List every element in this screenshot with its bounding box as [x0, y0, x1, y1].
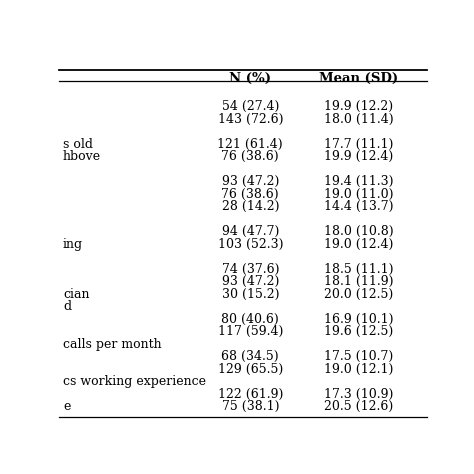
Text: 68 (34.5): 68 (34.5): [221, 350, 279, 363]
Text: 94 (47.7): 94 (47.7): [221, 225, 279, 238]
Text: 75 (38.1): 75 (38.1): [221, 400, 279, 413]
Text: 18.1 (11.9): 18.1 (11.9): [324, 275, 393, 288]
Text: 16.9 (10.1): 16.9 (10.1): [324, 313, 393, 326]
Text: 28 (14.2): 28 (14.2): [221, 201, 279, 213]
Text: e: e: [63, 400, 70, 413]
Text: 93 (47.2): 93 (47.2): [221, 175, 279, 188]
Text: cs working experience: cs working experience: [63, 375, 206, 388]
Text: 20.0 (12.5): 20.0 (12.5): [324, 288, 393, 301]
Text: d: d: [63, 301, 71, 313]
Text: 17.3 (10.9): 17.3 (10.9): [324, 388, 393, 401]
Text: 17.5 (10.7): 17.5 (10.7): [324, 350, 393, 363]
Text: cian: cian: [63, 288, 90, 301]
Text: 93 (47.2): 93 (47.2): [221, 275, 279, 288]
Text: 19.9 (12.4): 19.9 (12.4): [324, 150, 393, 164]
Text: s old: s old: [63, 138, 93, 151]
Text: 122 (61.9): 122 (61.9): [218, 388, 283, 401]
Text: 19.6 (12.5): 19.6 (12.5): [324, 325, 393, 338]
Text: ing: ing: [63, 238, 83, 251]
Text: Mean (SD): Mean (SD): [319, 72, 398, 84]
Text: 18.0 (11.4): 18.0 (11.4): [324, 113, 393, 126]
Text: 80 (40.6): 80 (40.6): [221, 313, 279, 326]
Text: 143 (72.6): 143 (72.6): [218, 113, 283, 126]
Text: 121 (61.4): 121 (61.4): [218, 138, 283, 151]
Text: calls per month: calls per month: [63, 338, 162, 351]
Text: 19.0 (11.0): 19.0 (11.0): [324, 188, 393, 201]
Text: 54 (27.4): 54 (27.4): [221, 100, 279, 113]
Text: 19.4 (11.3): 19.4 (11.3): [324, 175, 393, 188]
Text: 14.4 (13.7): 14.4 (13.7): [324, 201, 393, 213]
Text: hbove: hbove: [63, 150, 101, 164]
Text: 20.5 (12.6): 20.5 (12.6): [324, 400, 393, 413]
Text: 76 (38.6): 76 (38.6): [221, 188, 279, 201]
Text: 18.5 (11.1): 18.5 (11.1): [324, 263, 393, 276]
Text: 76 (38.6): 76 (38.6): [221, 150, 279, 164]
Text: 19.0 (12.4): 19.0 (12.4): [324, 238, 393, 251]
Text: 117 (59.4): 117 (59.4): [218, 325, 283, 338]
Text: 19.9 (12.2): 19.9 (12.2): [324, 100, 393, 113]
Text: 17.7 (11.1): 17.7 (11.1): [324, 138, 393, 151]
Text: 74 (37.6): 74 (37.6): [221, 263, 279, 276]
Text: 103 (52.3): 103 (52.3): [218, 238, 283, 251]
Text: 30 (15.2): 30 (15.2): [221, 288, 279, 301]
Text: 129 (65.5): 129 (65.5): [218, 363, 283, 376]
Text: 18.0 (10.8): 18.0 (10.8): [324, 225, 393, 238]
Text: N (%): N (%): [229, 72, 271, 84]
Text: 19.0 (12.1): 19.0 (12.1): [324, 363, 393, 376]
